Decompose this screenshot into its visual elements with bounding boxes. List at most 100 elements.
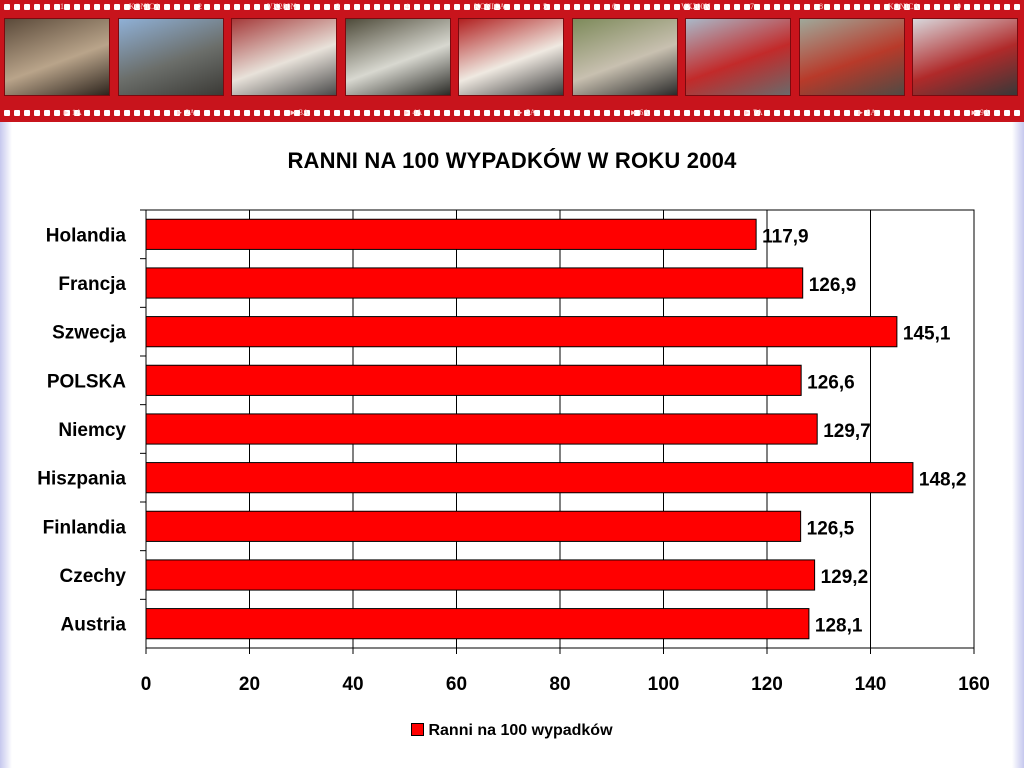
sprocket-hole <box>624 110 630 116</box>
film-frame-label: 5 <box>543 2 547 11</box>
x-tick-label: 160 <box>958 674 990 695</box>
data-label: 126,9 <box>809 275 857 296</box>
legend-label: Ranni na 100 wypadków <box>428 722 613 739</box>
sprocket-hole <box>34 4 40 10</box>
sprocket-hole <box>614 4 620 10</box>
sprocket-hole <box>154 110 160 116</box>
sprocket-hole <box>634 110 640 116</box>
film-frame-number: ► 2A <box>175 108 196 117</box>
sprocket-hole <box>324 110 330 116</box>
x-tick-label: 120 <box>751 674 783 695</box>
sprocket-hole <box>334 4 340 10</box>
sprocket-hole <box>14 110 20 116</box>
sprocket-hole <box>464 4 470 10</box>
film-frame-number: ► 3A <box>289 108 309 117</box>
sprocket-hole <box>714 4 720 10</box>
sprocket-hole <box>934 110 940 116</box>
sprocket-hole <box>384 110 390 116</box>
sprocket-hole <box>544 4 550 10</box>
sprocket-hole <box>354 4 360 10</box>
sprocket-hole <box>664 4 670 10</box>
sprocket-hole <box>744 110 750 116</box>
sprocket-hole <box>404 4 410 10</box>
sprocket-hole <box>904 4 910 10</box>
sprocket-hole <box>1014 4 1020 10</box>
bar <box>145 510 802 542</box>
sprocket-hole <box>804 110 810 116</box>
film-frame-photo <box>117 18 224 96</box>
sprocket-hole <box>944 110 950 116</box>
film-frame-number: ► 1A <box>62 108 82 117</box>
sprocket-hole <box>284 110 290 116</box>
data-label: 129,2 <box>821 567 869 588</box>
film-frame-label: 9 <box>957 2 961 11</box>
sprocket-hole <box>474 4 480 10</box>
bar <box>145 316 898 348</box>
sprocket-hole <box>354 110 360 116</box>
sprocket-hole <box>94 4 100 10</box>
sprocket-hole <box>724 110 730 116</box>
sprocket-hole <box>804 4 810 10</box>
chart-title: RANNI NA 100 WYPADKÓW W ROKU 2004 <box>287 148 737 173</box>
sprocket-hole <box>304 4 310 10</box>
film-frame-label: 7 <box>750 2 754 11</box>
sprocket-hole <box>484 110 490 116</box>
sprocket-hole <box>654 4 660 10</box>
bar <box>145 462 914 494</box>
sprocket-hole <box>204 110 210 116</box>
sprocket-hole <box>504 110 510 116</box>
sprocket-hole <box>604 4 610 10</box>
sprocket-hole <box>734 110 740 116</box>
sprocket-hole <box>984 4 990 10</box>
film-frame-number: ► 7A <box>743 108 763 117</box>
sprocket-hole <box>64 4 70 10</box>
sprocket-hole <box>194 110 200 116</box>
sprocket-hole <box>534 110 540 116</box>
sprocket-hole <box>204 4 210 10</box>
sprocket-hole <box>464 110 470 116</box>
sprocket-hole <box>994 110 1000 116</box>
sprocket-hole <box>124 110 130 116</box>
category-label: Czechy <box>59 566 126 587</box>
x-tick-label: 100 <box>648 674 680 695</box>
sprocket-hole <box>794 110 800 116</box>
sprocket-hole <box>1004 110 1010 116</box>
sprocket-hole <box>24 110 30 116</box>
sprocket-hole <box>514 4 520 10</box>
sprocket-hole <box>884 110 890 116</box>
sprocket-hole <box>344 4 350 10</box>
x-tick-label: 140 <box>855 674 887 695</box>
sprocket-hole <box>314 110 320 116</box>
sprocket-hole <box>964 4 970 10</box>
sprocket-hole <box>654 110 660 116</box>
sprocket-hole <box>454 110 460 116</box>
sprocket-hole <box>434 4 440 10</box>
film-frame-number: ► 4A <box>402 108 423 117</box>
sprocket-hole <box>774 4 780 10</box>
sprocket-hole <box>884 4 890 10</box>
sprocket-hole <box>714 110 720 116</box>
sprocket-hole <box>684 4 690 10</box>
sprocket-hole <box>674 4 680 10</box>
sprocket-hole <box>764 110 770 116</box>
sprocket-hole <box>164 4 170 10</box>
sprocket-hole <box>424 4 430 10</box>
sprocket-hole <box>614 110 620 116</box>
sprocket-hole <box>764 4 770 10</box>
sprocket-hole <box>394 110 400 116</box>
film-frame-label: KONICA <box>888 2 920 11</box>
sprocket-hole <box>284 4 290 10</box>
sprocket-hole <box>924 4 930 10</box>
film-frame-number: ► 6A <box>629 108 650 117</box>
sprocket-hole <box>564 4 570 10</box>
film-frame-photo <box>798 18 905 96</box>
sprocket-hole <box>384 4 390 10</box>
sprocket-hole <box>54 4 60 10</box>
legend-swatch <box>411 723 425 737</box>
sprocket-hole <box>84 110 90 116</box>
sprocket-hole <box>454 4 460 10</box>
sprocket-hole <box>754 110 760 116</box>
sprocket-hole <box>224 110 230 116</box>
data-label: 126,6 <box>807 372 855 393</box>
bar <box>145 218 757 250</box>
